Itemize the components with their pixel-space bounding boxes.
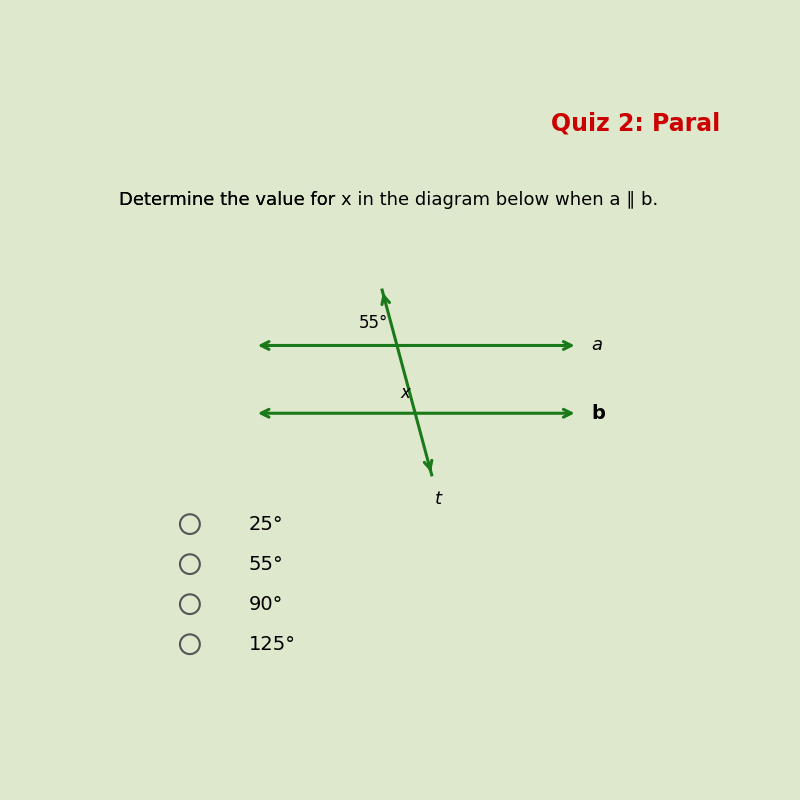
Text: 90°: 90°: [249, 594, 283, 614]
Text: Determine the value for: Determine the value for: [118, 191, 341, 210]
Text: Determine the value for x in the diagram below when a ∥ b.: Determine the value for x in the diagram…: [118, 191, 658, 210]
Text: 55°: 55°: [359, 314, 388, 332]
Text: b: b: [591, 404, 605, 422]
Text: x: x: [400, 384, 410, 402]
Text: 55°: 55°: [249, 554, 283, 574]
Text: 125°: 125°: [249, 634, 296, 654]
Text: 25°: 25°: [249, 514, 283, 534]
Text: a: a: [591, 337, 602, 354]
Text: t: t: [434, 490, 442, 508]
Text: Quiz 2: Paral: Quiz 2: Paral: [550, 111, 720, 135]
